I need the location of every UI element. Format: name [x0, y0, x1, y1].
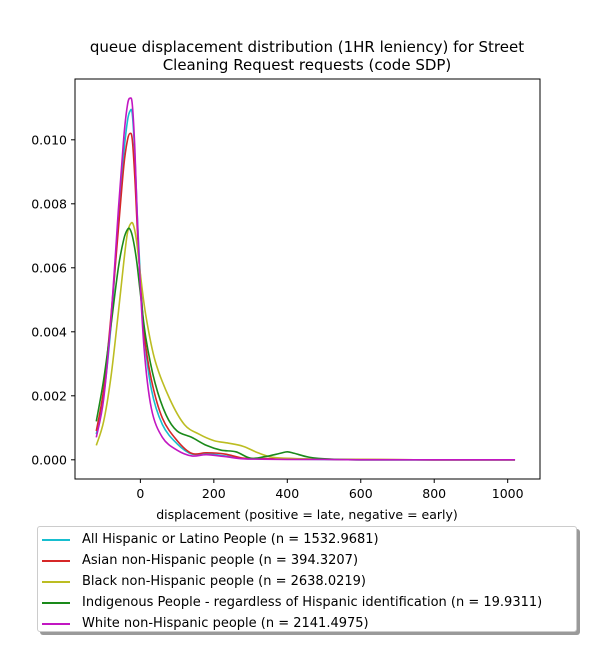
- x-tick-label-2: 400: [275, 486, 299, 501]
- legend: All Hispanic or Latino People (n = 1532.…: [37, 526, 577, 632]
- legend-item-2: Black non-Hispanic people (n = 2638.0219…: [38, 571, 576, 592]
- legend-item-3: Indigenous People - regardless of Hispan…: [38, 592, 576, 613]
- legend-label-0: All Hispanic or Latino People (n = 1532.…: [82, 532, 379, 547]
- legend-swatch-2: [42, 580, 70, 583]
- y-tick-label-4: 0.008: [31, 196, 67, 211]
- legend-item-0: All Hispanic or Latino People (n = 1532.…: [38, 529, 576, 550]
- chart-title-line-2: Cleaning Request requests (code SDP): [163, 56, 452, 74]
- x-tick-label-3: 600: [349, 486, 373, 501]
- x-tick-label-1: 200: [202, 486, 226, 501]
- y-tick-label-0: 0.000: [31, 452, 67, 467]
- plot-area: 0 200 400 600 800 1000 0.000 0.002 0.004 0.006 0.0…: [31, 78, 541, 501]
- y-tick-label-1: 0.002: [31, 388, 67, 403]
- legend-swatch-4: [42, 622, 70, 625]
- series-line-4: [95, 97, 516, 461]
- legend-label-4: White non-Hispanic people (n = 2141.4975…: [82, 616, 369, 631]
- x-tick-label-4: 800: [422, 486, 446, 501]
- series-line-1: [95, 132, 516, 461]
- plot-frame: [74, 78, 541, 480]
- y-tick-label-2: 0.004: [31, 324, 67, 339]
- series-group: [95, 97, 516, 461]
- x-tick-label-0: 0: [136, 486, 144, 501]
- legend-swatch-1: [42, 559, 70, 562]
- legend-swatch-3: [42, 601, 70, 604]
- series-line-3: [95, 227, 516, 461]
- x-axis-label: displacement (positive = late, negative …: [156, 507, 458, 522]
- legend-item-1: Asian non-Hispanic people (n = 394.3207): [38, 550, 576, 571]
- legend-label-1: Asian non-Hispanic people (n = 394.3207): [82, 553, 359, 568]
- x-tick-label-5: 1000: [492, 486, 524, 501]
- series-line-2: [95, 221, 516, 461]
- chart-title-line-1: queue displacement distribution (1HR len…: [90, 38, 524, 56]
- y-tick-label-5: 0.010: [31, 132, 67, 147]
- legend-swatch-0: [42, 538, 70, 541]
- legend-label-2: Black non-Hispanic people (n = 2638.0219…: [82, 574, 366, 589]
- legend-label-3: Indigenous People - regardless of Hispan…: [82, 595, 543, 610]
- chart: queue displacement distribution (1HR len…: [31, 38, 541, 522]
- legend-item-4: White non-Hispanic people (n = 2141.4975…: [38, 613, 576, 634]
- y-tick-label-3: 0.006: [31, 260, 67, 275]
